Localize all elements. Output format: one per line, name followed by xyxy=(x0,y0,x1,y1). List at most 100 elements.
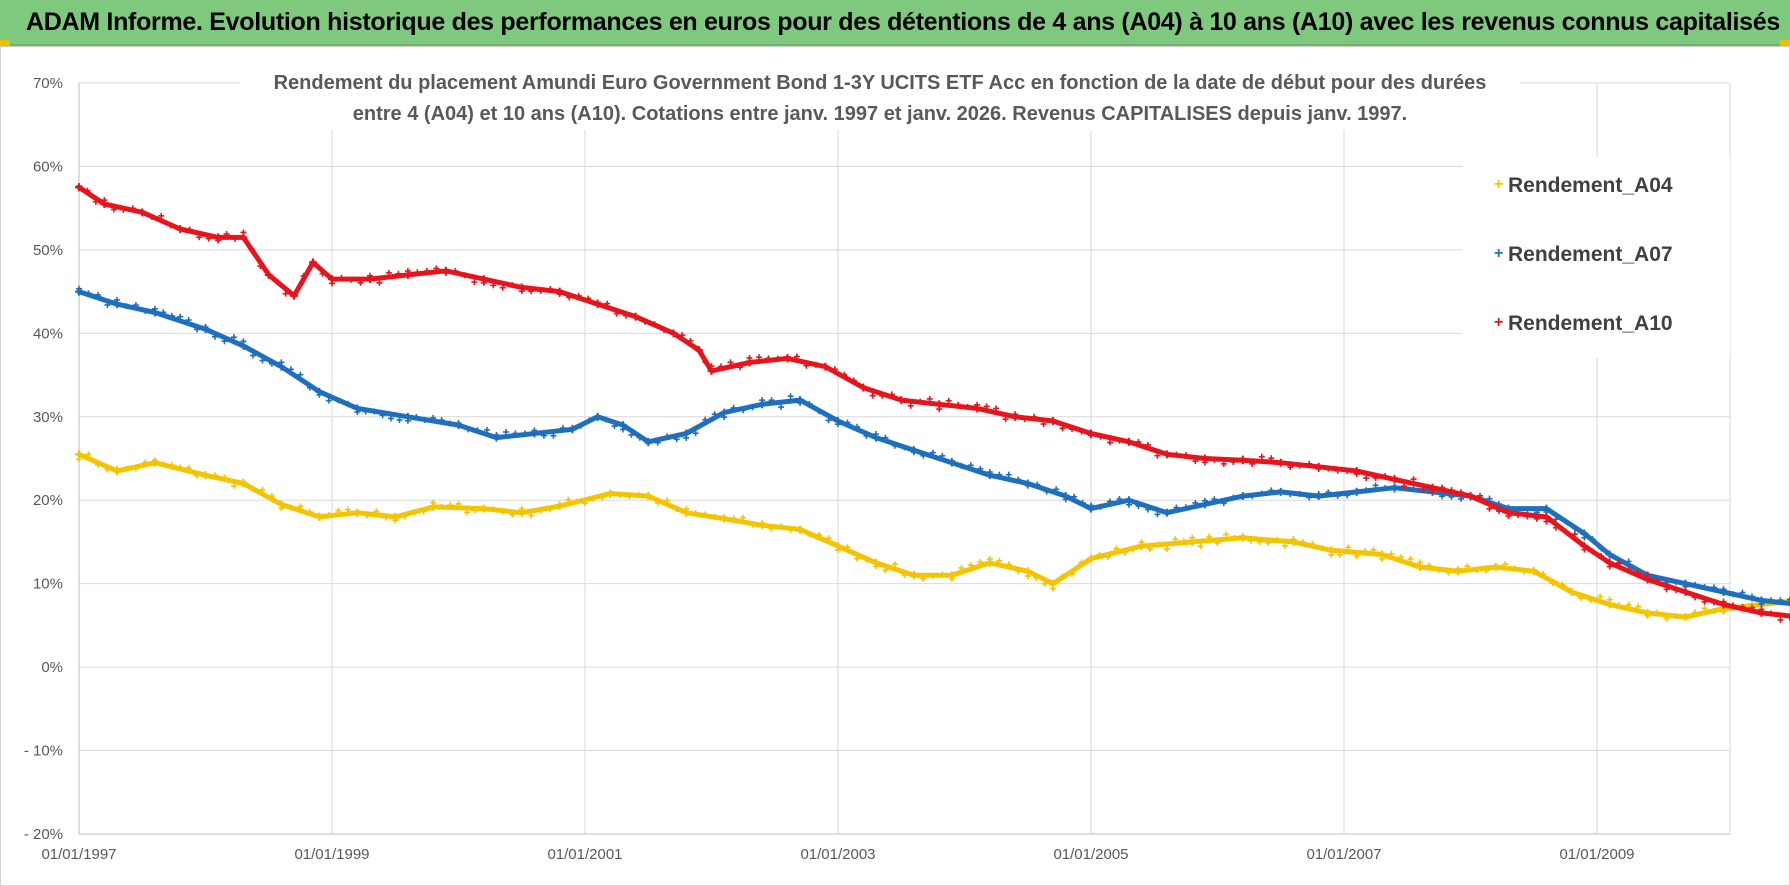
scatter-mark xyxy=(711,411,718,418)
scatter-mark xyxy=(806,531,813,538)
scatter-mark xyxy=(711,513,718,520)
scatter-mark xyxy=(230,482,237,489)
scatter-mark xyxy=(1096,551,1103,558)
scatter-mark xyxy=(1514,512,1521,519)
scatter-mark xyxy=(901,571,908,578)
scatter-mark xyxy=(1635,570,1642,577)
scatter-mark xyxy=(1473,567,1480,574)
scatter-mark xyxy=(1511,565,1518,572)
scatter-mark xyxy=(113,296,120,303)
y-tick-label: 30% xyxy=(33,409,63,426)
scatter-mark xyxy=(692,509,699,516)
scatter-mark xyxy=(702,416,709,423)
scatter-mark xyxy=(221,474,228,481)
scatter-mark xyxy=(740,407,747,414)
scatter-mark xyxy=(670,329,677,336)
scatter-mark xyxy=(316,391,323,398)
scatter-mark xyxy=(673,436,680,443)
scatter-mark xyxy=(325,397,332,404)
scatter-mark xyxy=(1382,485,1389,492)
scatter-mark xyxy=(1239,455,1246,462)
scatter-mark xyxy=(901,444,908,451)
scatter-mark xyxy=(376,279,383,286)
scatter-mark xyxy=(632,313,639,320)
scatter-mark xyxy=(401,513,408,520)
scatter-mark xyxy=(1309,540,1316,547)
scatter-mark xyxy=(531,427,538,434)
scatter-mark xyxy=(1135,438,1142,445)
scatter-mark xyxy=(1125,501,1132,508)
scatter-mark xyxy=(278,359,285,366)
scatter-mark xyxy=(759,397,766,404)
x-tick-label: 01/01/2009 xyxy=(1559,846,1634,863)
scatter-mark xyxy=(101,197,108,204)
scatter-mark xyxy=(891,561,898,568)
scatter-mark xyxy=(310,260,317,267)
scatter-mark xyxy=(575,292,582,299)
scatter-mark xyxy=(1268,487,1275,494)
scatter-mark xyxy=(1589,548,1596,555)
y-tick-label: 0% xyxy=(41,659,63,676)
scatter-mark xyxy=(1325,489,1332,496)
scatter-mark xyxy=(430,499,437,506)
scatter-mark xyxy=(577,422,584,429)
scatter-mark xyxy=(268,360,275,367)
scatter-mark xyxy=(297,503,304,510)
scatter-mark xyxy=(344,400,351,407)
scatter-mark xyxy=(664,433,671,440)
chart-title: Rendement du placement Amundi Euro Gover… xyxy=(240,68,1520,130)
scatter-mark xyxy=(129,205,136,212)
scatter-mark xyxy=(1078,428,1085,435)
scatter-mark xyxy=(1711,599,1718,606)
scatter-mark xyxy=(447,502,454,509)
scatter-mark xyxy=(1249,493,1256,500)
scatter-mark xyxy=(1353,487,1360,494)
scatter-mark xyxy=(1597,593,1604,600)
scatter-mark xyxy=(816,531,823,538)
scatter-mark xyxy=(907,402,914,409)
scatter-mark xyxy=(185,464,192,471)
scatter-mark xyxy=(1163,451,1170,458)
scatter-mark xyxy=(749,521,756,528)
scatter-mark xyxy=(822,364,829,371)
scatter-mark xyxy=(354,511,361,518)
scatter-mark xyxy=(977,465,984,472)
scatter-mark xyxy=(1053,486,1060,493)
scatter-mark xyxy=(613,310,620,317)
scatter-mark xyxy=(1524,513,1531,520)
scatter-mark xyxy=(582,500,588,507)
scatter-mark xyxy=(910,449,917,456)
scatter-mark xyxy=(1777,616,1784,623)
scatter-mark xyxy=(806,400,813,407)
scatter-mark xyxy=(490,506,497,513)
scatter-mark xyxy=(793,353,800,360)
scatter-mark xyxy=(784,353,791,360)
scatter-mark xyxy=(983,403,990,410)
scatter-mark xyxy=(1002,416,1009,423)
legend-marker-a10: + xyxy=(1494,314,1504,331)
scatter-mark xyxy=(1767,597,1774,604)
scatter-mark xyxy=(1543,518,1550,525)
scatter-mark xyxy=(929,449,936,456)
scatter-mark xyxy=(392,517,399,524)
scatter-mark xyxy=(1258,453,1265,460)
scatter-mark xyxy=(329,280,335,287)
x-tick-label: 01/01/2001 xyxy=(547,846,622,863)
scatter-mark xyxy=(104,466,111,473)
scatter-mark xyxy=(964,403,971,410)
y-tick-label: - 20% xyxy=(24,826,63,843)
scatter-mark xyxy=(518,505,525,512)
scatter-mark xyxy=(1069,570,1076,577)
scatter-mark xyxy=(240,478,247,485)
scatter-mark xyxy=(196,234,203,241)
scatter-mark xyxy=(1401,483,1408,490)
scatter-mark xyxy=(499,508,506,515)
scatter-mark xyxy=(955,401,962,408)
scatter-mark xyxy=(1372,474,1379,481)
chart-title-line1: Rendement du placement Amundi Euro Gover… xyxy=(273,72,1487,94)
scatter-mark xyxy=(420,508,427,515)
scatter-mark xyxy=(1370,546,1377,553)
scatter-mark xyxy=(232,236,239,243)
scatter-mark xyxy=(1268,455,1275,462)
scatter-mark xyxy=(92,198,99,205)
